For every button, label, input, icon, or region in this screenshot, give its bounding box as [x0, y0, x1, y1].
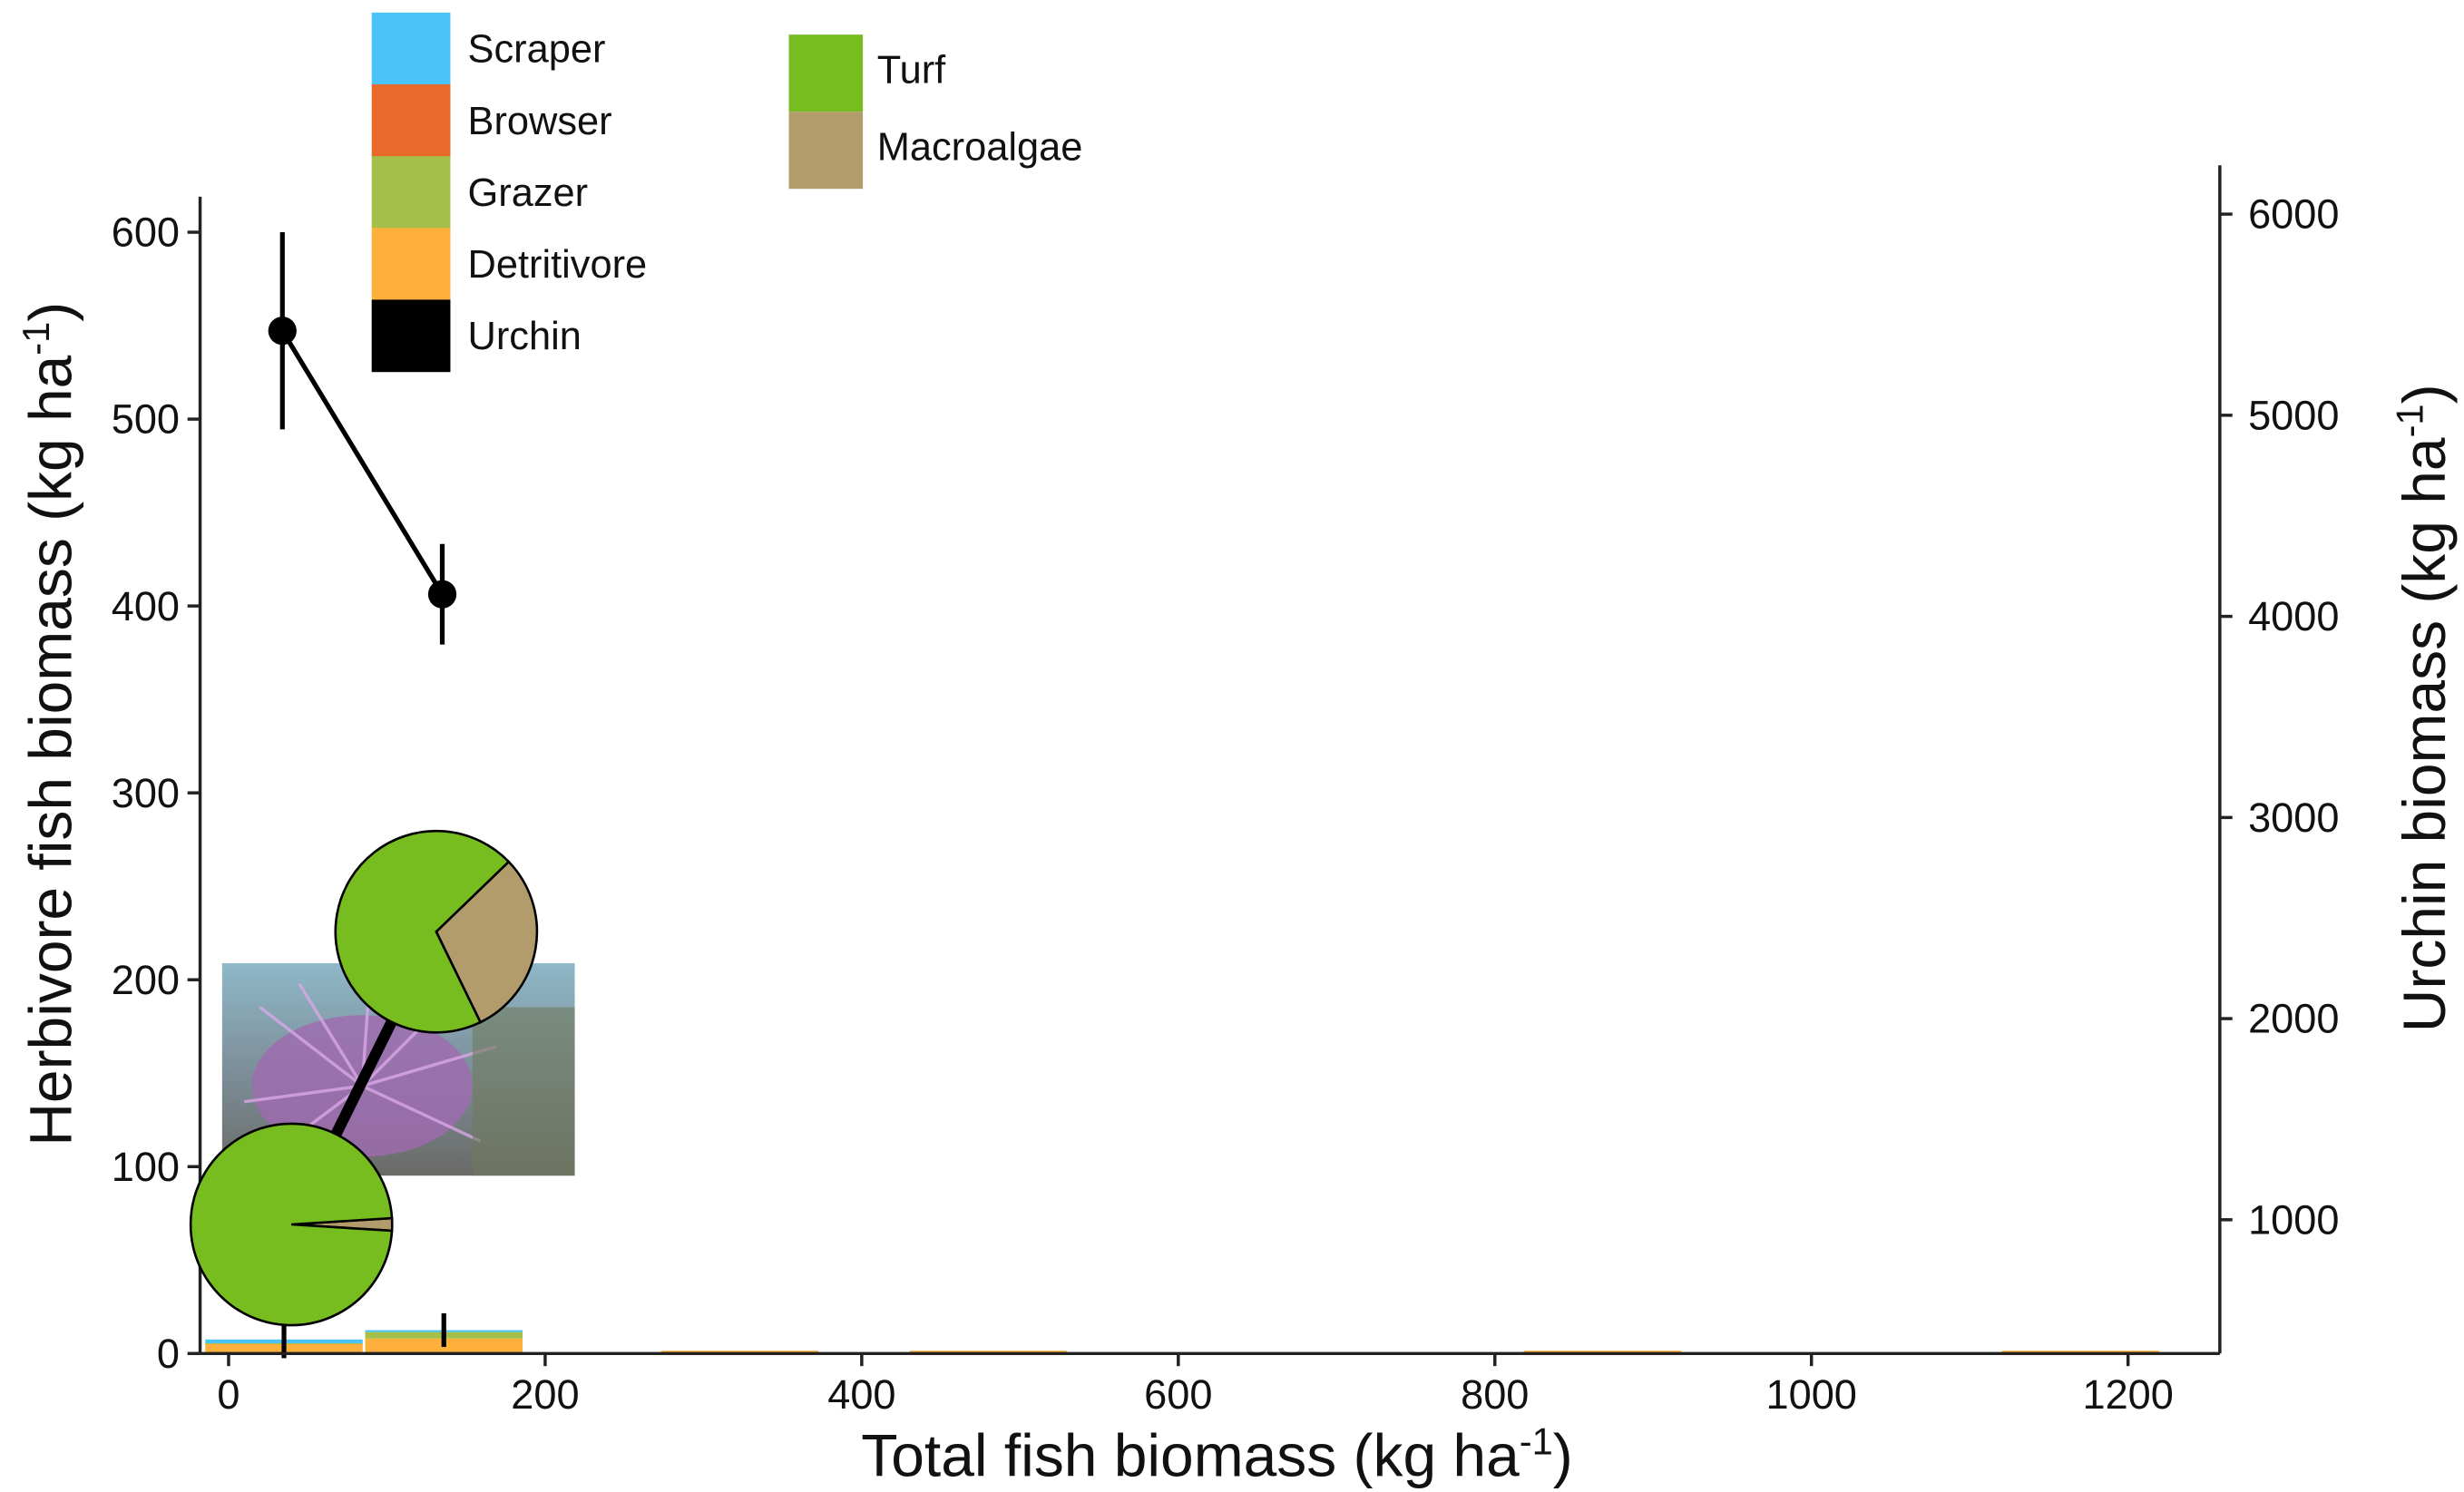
legend-label: Scraper — [468, 28, 606, 72]
y2-axis-title: Urchin biomass (kg ha-1) — [2389, 384, 2458, 1032]
y2-title-sup: -1 — [2389, 404, 2431, 437]
y2-tick-label: 2000 — [2248, 996, 2339, 1042]
legend-label: Detritivore — [468, 243, 648, 287]
y2-title-main: Urchin biomass (kg ha — [2391, 437, 2458, 1032]
y-title-main: Herbivore fish biomass (kg ha — [16, 355, 83, 1146]
x-tick-label: 1200 — [2082, 1371, 2173, 1418]
urchin-point — [427, 580, 457, 609]
pie-slice — [189, 1122, 394, 1327]
y-tick-label: 200 — [112, 957, 180, 1003]
legend-swatch — [371, 228, 451, 301]
legend-swatch — [788, 34, 864, 112]
x-title-end: ) — [1553, 1422, 1573, 1489]
x-tick-label: 400 — [827, 1371, 895, 1418]
y-tick-label: 300 — [112, 770, 180, 816]
y2-tick-label: 4000 — [2248, 593, 2339, 639]
y-tick-label: 0 — [157, 1331, 180, 1377]
legend-label: Browser — [468, 100, 612, 143]
x-tick-label: 600 — [1144, 1371, 1212, 1418]
legend-label: Urchin — [468, 315, 582, 358]
pie-slice — [334, 829, 511, 1034]
y2-tick-label: 6000 — [2248, 191, 2339, 238]
y2-tick-label: 1000 — [2248, 1196, 2339, 1243]
x-title-sup: -1 — [1520, 1419, 1553, 1462]
x-axis-title: Total fish biomass (kg ha-1) — [861, 1419, 1572, 1488]
y2-tick-label: 3000 — [2248, 795, 2339, 841]
y-title-sup: -1 — [15, 322, 57, 356]
legend-swatch — [371, 299, 451, 373]
urchin-point — [268, 317, 297, 346]
legend-label: Turf — [877, 48, 946, 92]
y-tick-label: 500 — [112, 396, 180, 443]
y-tick-label: 100 — [112, 1144, 180, 1190]
x-tick-label: 800 — [1461, 1371, 1529, 1418]
y2-tick-label: 5000 — [2248, 392, 2339, 438]
x-tick-label: 200 — [511, 1371, 579, 1418]
y-tick-label: 600 — [112, 210, 180, 256]
y-axis-title: Herbivore fish biomass (kg ha-1) — [15, 302, 83, 1146]
legend-swatch — [371, 12, 451, 85]
urchin-line — [280, 329, 445, 596]
x-tick-label: 0 — [217, 1371, 240, 1418]
y2-title-end: ) — [2391, 384, 2458, 404]
x-title-main: Total fish biomass (kg ha — [861, 1422, 1520, 1489]
legend-label: Macroalgae — [877, 125, 1083, 169]
legend-swatch — [371, 156, 451, 229]
legend-swatch — [371, 84, 451, 157]
x-tick-label: 1000 — [1766, 1371, 1857, 1418]
y-title-end: ) — [16, 302, 83, 322]
legend-swatch — [788, 112, 864, 190]
legend-label: Grazer — [468, 171, 589, 215]
y-tick-label: 400 — [112, 583, 180, 629]
